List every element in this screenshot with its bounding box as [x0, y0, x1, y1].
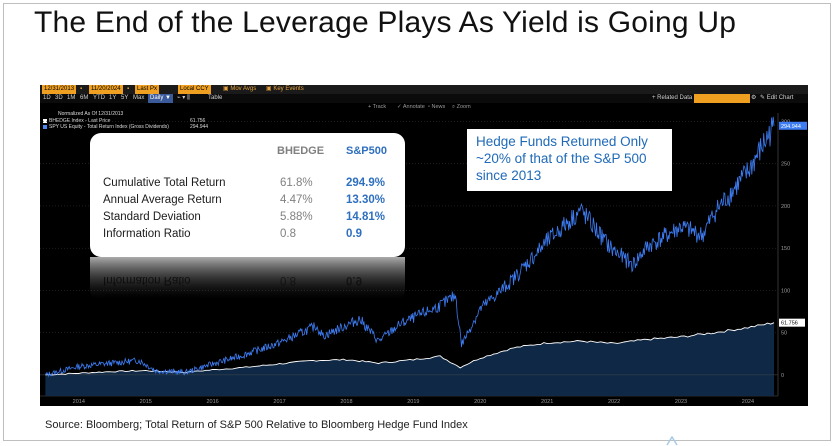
x-tick-label: 2015 — [140, 399, 152, 405]
spy-last-tag-bg — [779, 121, 807, 130]
spy-last-tag: 294.944 — [781, 124, 801, 130]
reflection-text: Standard Deviation — [103, 291, 201, 299]
stats-value-bhedge: 4.47% — [280, 194, 313, 206]
x-tick-label: 2023 — [675, 399, 687, 405]
x-tick-label: 2014 — [73, 399, 85, 405]
settings-icon[interactable]: ⚙ — [751, 95, 757, 101]
stats-value-sp500: 0.9 — [346, 228, 362, 240]
bhedge-last-tag: 61.756 — [781, 321, 798, 327]
zoom-tool[interactable]: ⌕ Zoom — [452, 104, 471, 110]
x-tick-label: 2024 — [742, 399, 754, 405]
stats-col-sp500: S&P500 — [346, 145, 387, 157]
x-tick-label: 2020 — [474, 399, 486, 405]
table-button[interactable]: Table — [208, 95, 223, 101]
slide-frame — [3, 3, 831, 441]
legend-value: 61.756 — [190, 117, 206, 124]
terminal-toolbar-top: 12/31/2013 ▪ 11/20/2024 ▪ Last Px Local … — [40, 85, 808, 94]
legend-swatch — [43, 125, 47, 129]
period-button[interactable]: 3D — [55, 95, 63, 101]
key-events-menu[interactable]: ▣ Key Events — [266, 86, 304, 92]
stats-value-sp500: 13.30% — [346, 194, 386, 206]
spy-line — [45, 116, 775, 378]
stats-table-reflection: Standard Deviation Information Ratio 0.8… — [90, 257, 405, 299]
stats-value-bhedge: 5.88% — [280, 211, 313, 223]
stats-table-card: BHEDGE S&P500 Cumulative Total Return 61… — [90, 133, 405, 257]
period-button[interactable]: 1M — [67, 95, 76, 101]
stats-value-sp500: 14.81% — [346, 211, 386, 223]
y-tick-label: 200 — [781, 204, 790, 210]
stats-value-bhedge: 0.8 — [280, 228, 296, 240]
x-tick-label: 2021 — [541, 399, 553, 405]
end-date-field[interactable]: 11/20/2024 — [89, 85, 123, 94]
reflection-text: 0.8 — [280, 274, 296, 286]
cursor-icon — [666, 436, 678, 446]
reflection-text: 0.9 — [346, 274, 362, 286]
annotate-tool[interactable]: ✓ Annotate — [397, 104, 425, 110]
currency-select[interactable]: Local CCY — [178, 85, 211, 94]
news-tool[interactable]: ▫ News — [428, 104, 446, 110]
track-tool[interactable]: + Track — [368, 104, 387, 110]
legend-label: BHEDGE Index - Last Price — [49, 117, 111, 124]
y-tick-label: 50 — [781, 331, 787, 337]
bloomberg-chart-panel: 12/31/2013 ▪ 11/20/2024 ▪ Last Px Local … — [40, 85, 808, 406]
period-button[interactable]: Max — [133, 95, 145, 101]
related-data-button[interactable]: + Related Data — [652, 95, 693, 101]
x-tick-label: 2022 — [608, 399, 620, 405]
y-tick-label: 0 — [781, 373, 784, 379]
calendar-icon[interactable]: ▪ — [80, 86, 83, 92]
related-data-input[interactable] — [694, 94, 750, 103]
stats-row-label: Information Ratio — [103, 228, 191, 240]
reflection-text: Information Ratio — [103, 274, 191, 286]
period-button[interactable]: 1D — [43, 95, 51, 101]
bhedge-area — [45, 322, 775, 396]
terminal-toolbar-tools: + Track ✓ Annotate ▫ News ⌕ Zoom — [40, 103, 808, 111]
callout-box: Hedge Funds Returned Only ~20% of that o… — [467, 129, 672, 191]
x-tick-label: 2016 — [206, 399, 218, 405]
stats-row-label: Annual Average Return — [103, 194, 222, 206]
period-button[interactable]: 5Y — [121, 95, 129, 101]
field-select[interactable]: Last Px — [135, 85, 160, 94]
callout-line: ~20% of that of the S&P 500 — [476, 151, 647, 166]
x-tick-label: 2017 — [273, 399, 285, 405]
edit-chart-button[interactable]: ✎ Edit Chart — [760, 95, 794, 101]
start-date-field[interactable]: 12/31/2013 — [42, 85, 77, 94]
y-tick-label: 150 — [781, 246, 790, 252]
bhedge-line — [45, 322, 775, 376]
x-tick-label: 2019 — [407, 399, 419, 405]
stats-value-sp500: 294.9% — [346, 177, 386, 189]
terminal-toolbar-periods: 1D 3D 1M 6M YTD 1Y 5Y Max Daily ▼ ⌁ ▾ ⫼ … — [40, 94, 808, 103]
period-button[interactable]: 6M — [80, 95, 89, 101]
slide-title: The End of the Leverage Plays As Yield i… — [34, 6, 737, 39]
legend-value: 294.944 — [190, 124, 209, 130]
stats-col-bhedge: BHEDGE — [277, 145, 325, 157]
stats-row-label: Standard Deviation — [103, 211, 201, 223]
callout-line: since 2013 — [476, 168, 542, 183]
period-button[interactable]: YTD — [93, 95, 105, 101]
period-button[interactable]: 1Y — [109, 95, 117, 101]
source-note: Source: Bloomberg; Total Return of S&P 5… — [45, 419, 468, 431]
stats-value-bhedge: 61.8% — [280, 177, 313, 189]
frequency-select[interactable]: Daily ▼ — [148, 94, 173, 103]
legend-swatch — [43, 118, 47, 123]
normalized-note: Normalized As Of 12/31/2013 — [58, 111, 124, 117]
callout-line: Hedge Funds Returned Only — [476, 134, 648, 149]
bhedge-last-tag-bg — [779, 318, 805, 327]
stats-row-label: Cumulative Total Return — [103, 177, 226, 189]
mov-avgs-menu[interactable]: ▣ Mov Avgs — [223, 86, 257, 92]
chart-type-icon[interactable]: ⌁ ▾ ⫼ — [177, 95, 190, 101]
y-tick-label: 250 — [781, 162, 790, 168]
y-tick-label: 100 — [781, 288, 790, 294]
legend-label: SPY US Equity - Total Return Index (Gros… — [49, 124, 169, 130]
calendar-icon[interactable]: ▪ — [127, 86, 130, 92]
x-tick-label: 2018 — [340, 399, 352, 405]
